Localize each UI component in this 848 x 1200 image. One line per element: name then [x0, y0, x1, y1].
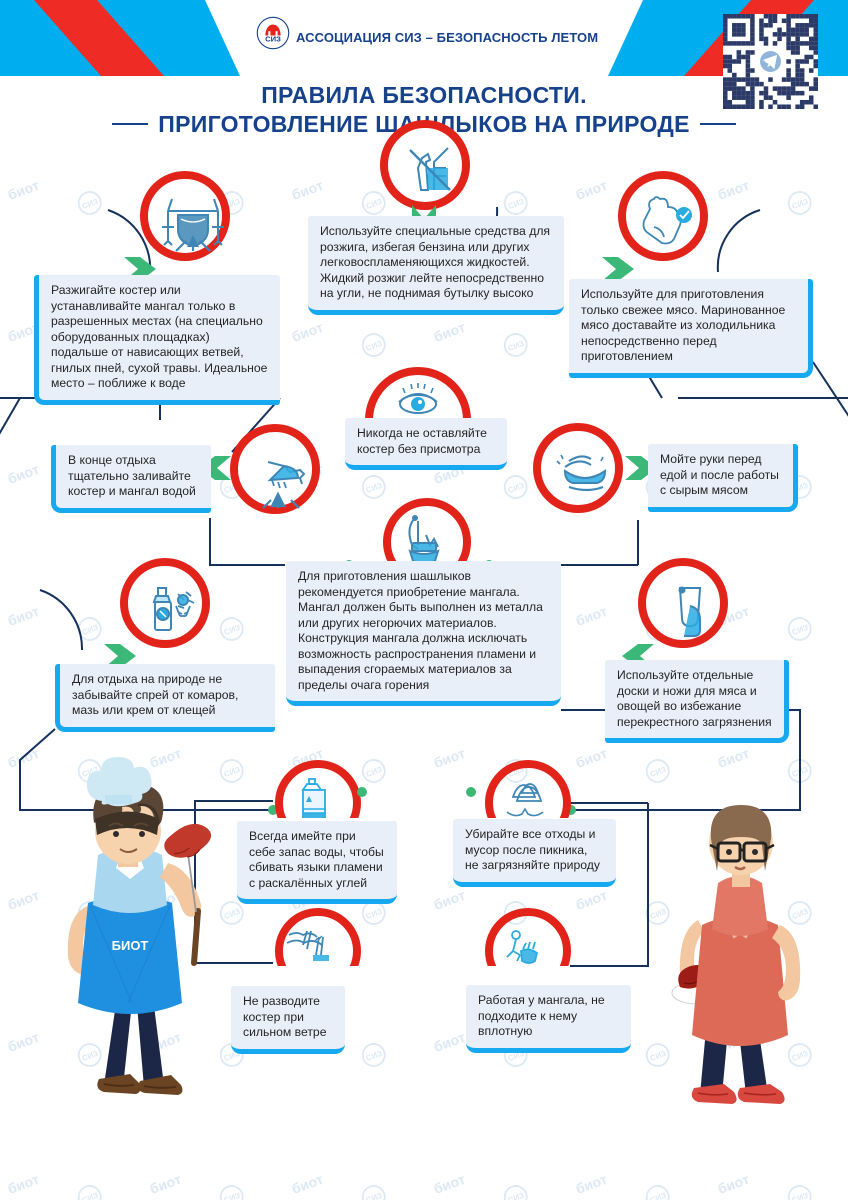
svg-text:БИОТ: БИОТ: [112, 938, 149, 953]
